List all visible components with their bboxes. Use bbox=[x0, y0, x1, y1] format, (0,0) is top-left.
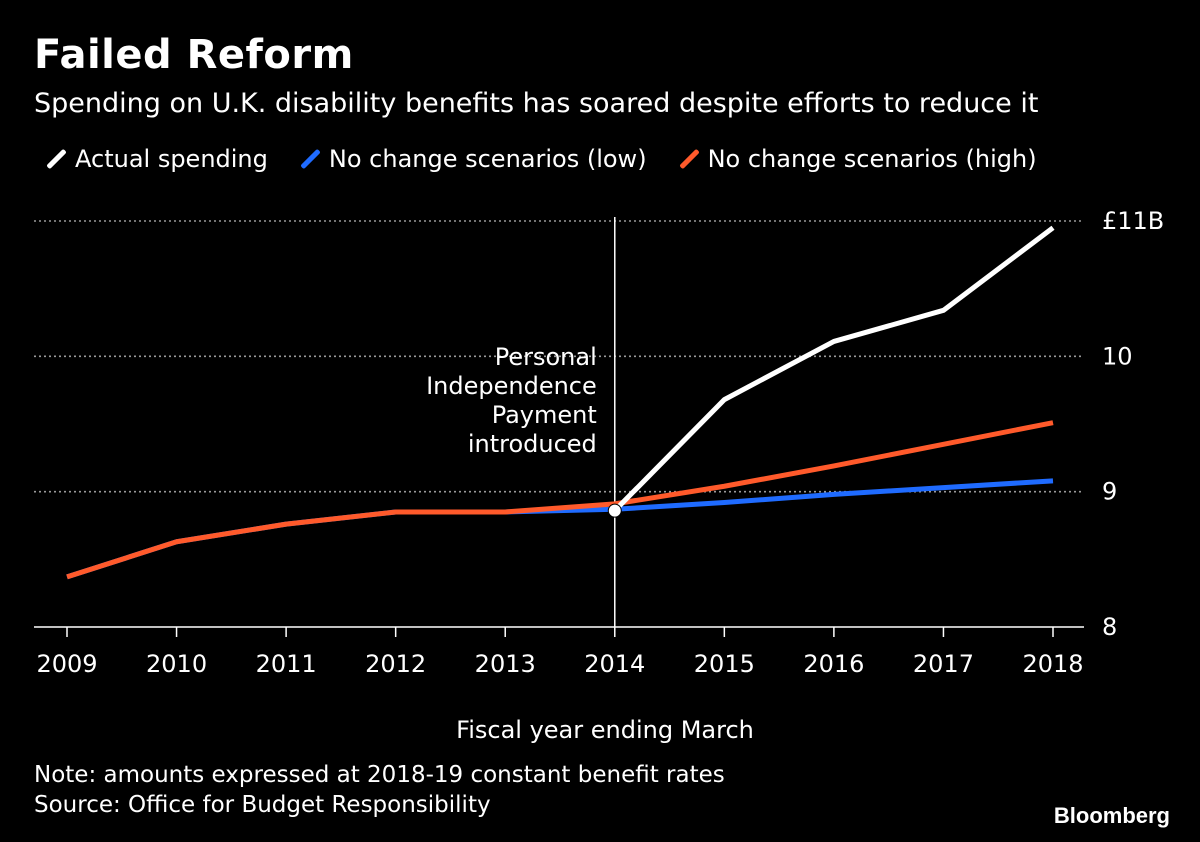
legend-item-actual: Actual spending bbox=[46, 145, 268, 173]
x-tick-label: 2015 bbox=[694, 650, 755, 678]
x-tick-label: 2012 bbox=[365, 650, 426, 678]
annotation-text: Independence bbox=[426, 372, 597, 400]
x-tick-label: 2018 bbox=[1022, 650, 1083, 678]
series-line-actual bbox=[612, 225, 1055, 513]
annotation-text: introduced bbox=[468, 430, 597, 458]
legend-item-high: No change scenarios (high) bbox=[678, 145, 1037, 173]
annotation-text: Personal bbox=[495, 343, 597, 371]
legend-label-high: No change scenarios (high) bbox=[707, 145, 1037, 173]
legend-label-low: No change scenarios (low) bbox=[328, 145, 647, 173]
legend-label-actual: Actual spending bbox=[75, 145, 268, 173]
annotation-text: Payment bbox=[492, 401, 597, 429]
x-tick-label: 2011 bbox=[256, 650, 317, 678]
legend-item-low: No change scenarios (low) bbox=[300, 145, 647, 173]
series-line-high bbox=[66, 420, 1054, 580]
y-tick-label: 10 bbox=[1102, 342, 1133, 370]
y-tick-label: 8 bbox=[1102, 613, 1117, 641]
y-tick-label: £11B bbox=[1102, 207, 1164, 235]
x-tick-label: 2017 bbox=[913, 650, 974, 678]
x-tick-label: 2009 bbox=[36, 650, 97, 678]
chart-subtitle: Spending on U.K. disability benefits has… bbox=[34, 88, 1039, 119]
chart-title: Failed Reform bbox=[34, 32, 354, 78]
footnote: Note: amounts expressed at 2018-19 const… bbox=[34, 762, 725, 788]
y-tick-label: 9 bbox=[1102, 478, 1117, 506]
x-tick-label: 2016 bbox=[803, 650, 864, 678]
x-axis-title: Fiscal year ending March bbox=[456, 716, 754, 744]
series-line-low bbox=[66, 478, 1054, 580]
x-tick-label: 2013 bbox=[475, 650, 536, 678]
annotation-marker bbox=[607, 503, 622, 518]
source-line: Source: Office for Budget Responsibility bbox=[34, 792, 491, 818]
bloomberg-logo: Bloomberg bbox=[1053, 803, 1170, 828]
legend: Actual spending No change scenarios (low… bbox=[46, 145, 1071, 173]
x-tick-label: 2010 bbox=[146, 650, 207, 678]
x-tick-label: 2014 bbox=[584, 650, 645, 678]
